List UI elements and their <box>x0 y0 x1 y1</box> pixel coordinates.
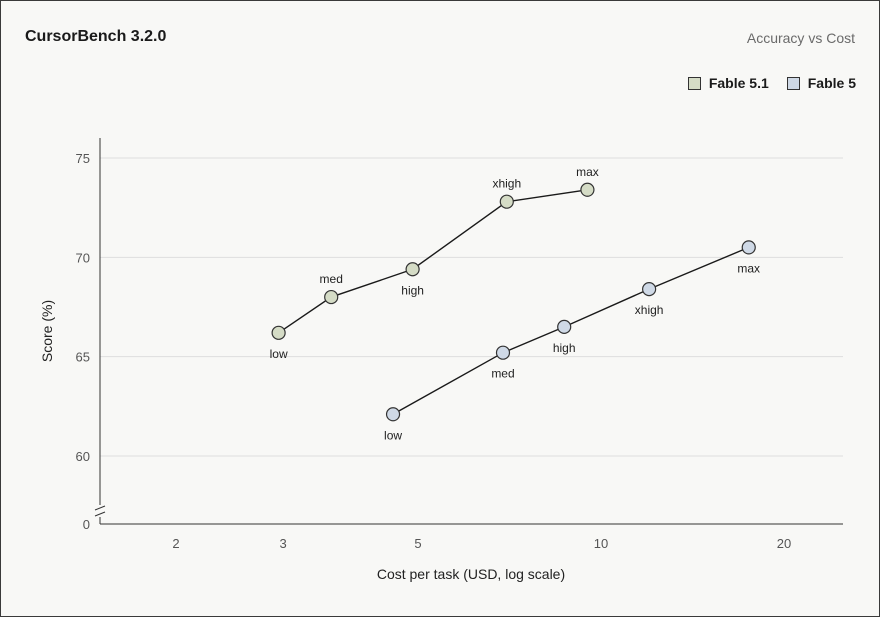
data-point <box>495 345 511 360</box>
axes: 0 60 65 70 75 2 3 5 10 20 <box>76 138 843 551</box>
y-tick-label: 65 <box>76 350 90 365</box>
legend-item-series-2: Fable 5 <box>786 75 856 91</box>
legend-swatch <box>786 76 800 90</box>
series-2: low med high xhigh max <box>384 240 760 442</box>
data-label: high <box>553 341 576 355</box>
axis-break-marker <box>94 505 106 517</box>
y-tick-label: 70 <box>76 250 90 265</box>
legend-item-series-1: Fable 5.1 <box>687 75 769 91</box>
data-point <box>557 319 572 334</box>
series-1: low med high xhigh max <box>270 165 599 361</box>
legend-label: Fable 5.1 <box>708 75 769 91</box>
data-label: med <box>491 367 514 381</box>
grid-lines <box>100 157 843 457</box>
chart-legend: Fable 5.1 Fable 5 <box>687 75 856 91</box>
series-line <box>278 189 588 334</box>
x-tick-label: 5 <box>414 536 421 551</box>
data-label: low <box>384 428 402 442</box>
x-tick-label: 3 <box>279 536 286 551</box>
x-tick-label: 2 <box>172 536 179 551</box>
data-point <box>741 240 756 255</box>
data-point <box>580 182 595 197</box>
chart-title: CursorBench 3.2.0 <box>25 28 167 45</box>
y-tick-label: 75 <box>76 151 90 166</box>
data-label: med <box>320 272 343 286</box>
legend-label: Fable 5 <box>807 75 856 91</box>
x-tick-label: 10 <box>594 536 608 551</box>
data-label: max <box>737 261 760 275</box>
data-label: xhigh <box>492 177 521 191</box>
series-line <box>392 246 750 415</box>
data-label: low <box>270 347 288 361</box>
data-point <box>271 325 286 340</box>
data-point <box>499 194 514 209</box>
legend-swatch <box>687 76 701 90</box>
y-tick-label: 60 <box>76 449 90 464</box>
x-tick-label: 20 <box>777 536 791 551</box>
data-label: xhigh <box>635 303 664 317</box>
data-label: max <box>576 165 599 179</box>
chart-subtitle: Accuracy vs Cost <box>746 30 855 46</box>
data-label: high <box>401 283 424 297</box>
y-tick-label: 0 <box>83 517 90 532</box>
x-axis-label: Cost per task (USD, log scale) <box>377 566 565 582</box>
data-point <box>385 407 401 422</box>
data-point <box>324 289 339 305</box>
data-point <box>642 282 657 297</box>
y-axis-label: Score (%) <box>39 300 55 362</box>
data-point <box>405 262 420 277</box>
series-layer: low med high xhigh max low med high xhigh max <box>270 165 760 442</box>
